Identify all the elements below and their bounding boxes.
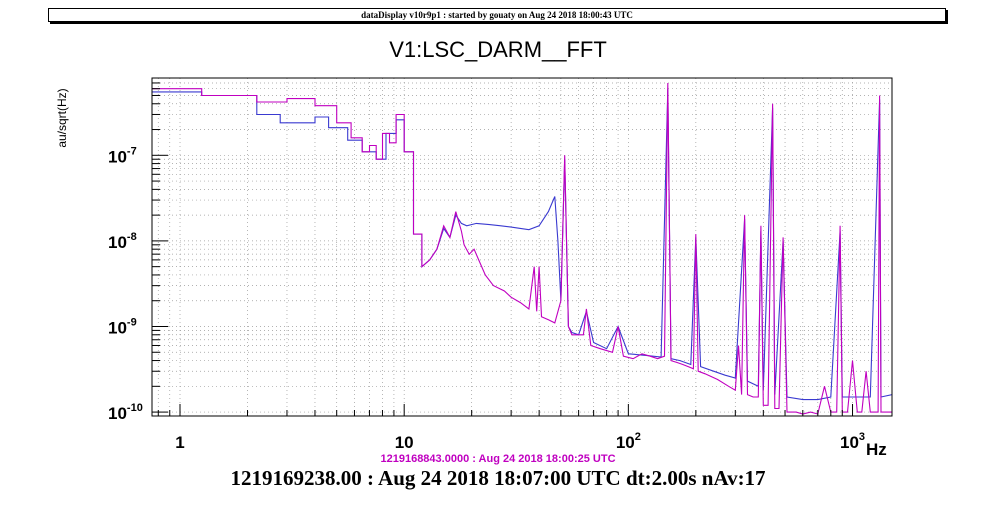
label-layer: 1 10 102 103 10-10 10-9 10-8 10-7 au/sqrt(Hz) Hz (55, 88, 887, 459)
x-tick-label: 102 (616, 431, 641, 452)
x-tick-label: 10 (395, 433, 414, 452)
header-text: dataDisplay v10r9p1 : started by gouaty … (361, 10, 633, 20)
series-layer (152, 82, 892, 415)
grid-layer (152, 77, 892, 417)
series-line-reference (152, 82, 892, 415)
x-tick-label: 103 (840, 431, 865, 452)
chart-title: V1:LSC_DARM__FFT (389, 37, 607, 62)
x-tick-label: 1 (175, 433, 184, 452)
y-tick-label: 10-9 (108, 316, 137, 337)
tick-layer (152, 77, 854, 417)
reference-trace-label: 1219168843.0000 : Aug 24 2018 18:00:25 U… (380, 453, 616, 465)
plot-frame (151, 77, 893, 417)
y-tick-label: 10-8 (108, 231, 137, 252)
header-info-box: dataDisplay v10r9p1 : started by gouaty … (48, 8, 946, 22)
y-tick-label: 10-10 (108, 402, 143, 423)
y-tick-label: 10-7 (108, 145, 137, 166)
footer-info: 1219169238.00 : Aug 24 2018 18:07:00 UTC… (230, 466, 766, 490)
x-axis-label: Hz (866, 440, 887, 459)
series-line-current (152, 88, 892, 401)
y-axis-label: au/sqrt(Hz) (55, 88, 69, 147)
